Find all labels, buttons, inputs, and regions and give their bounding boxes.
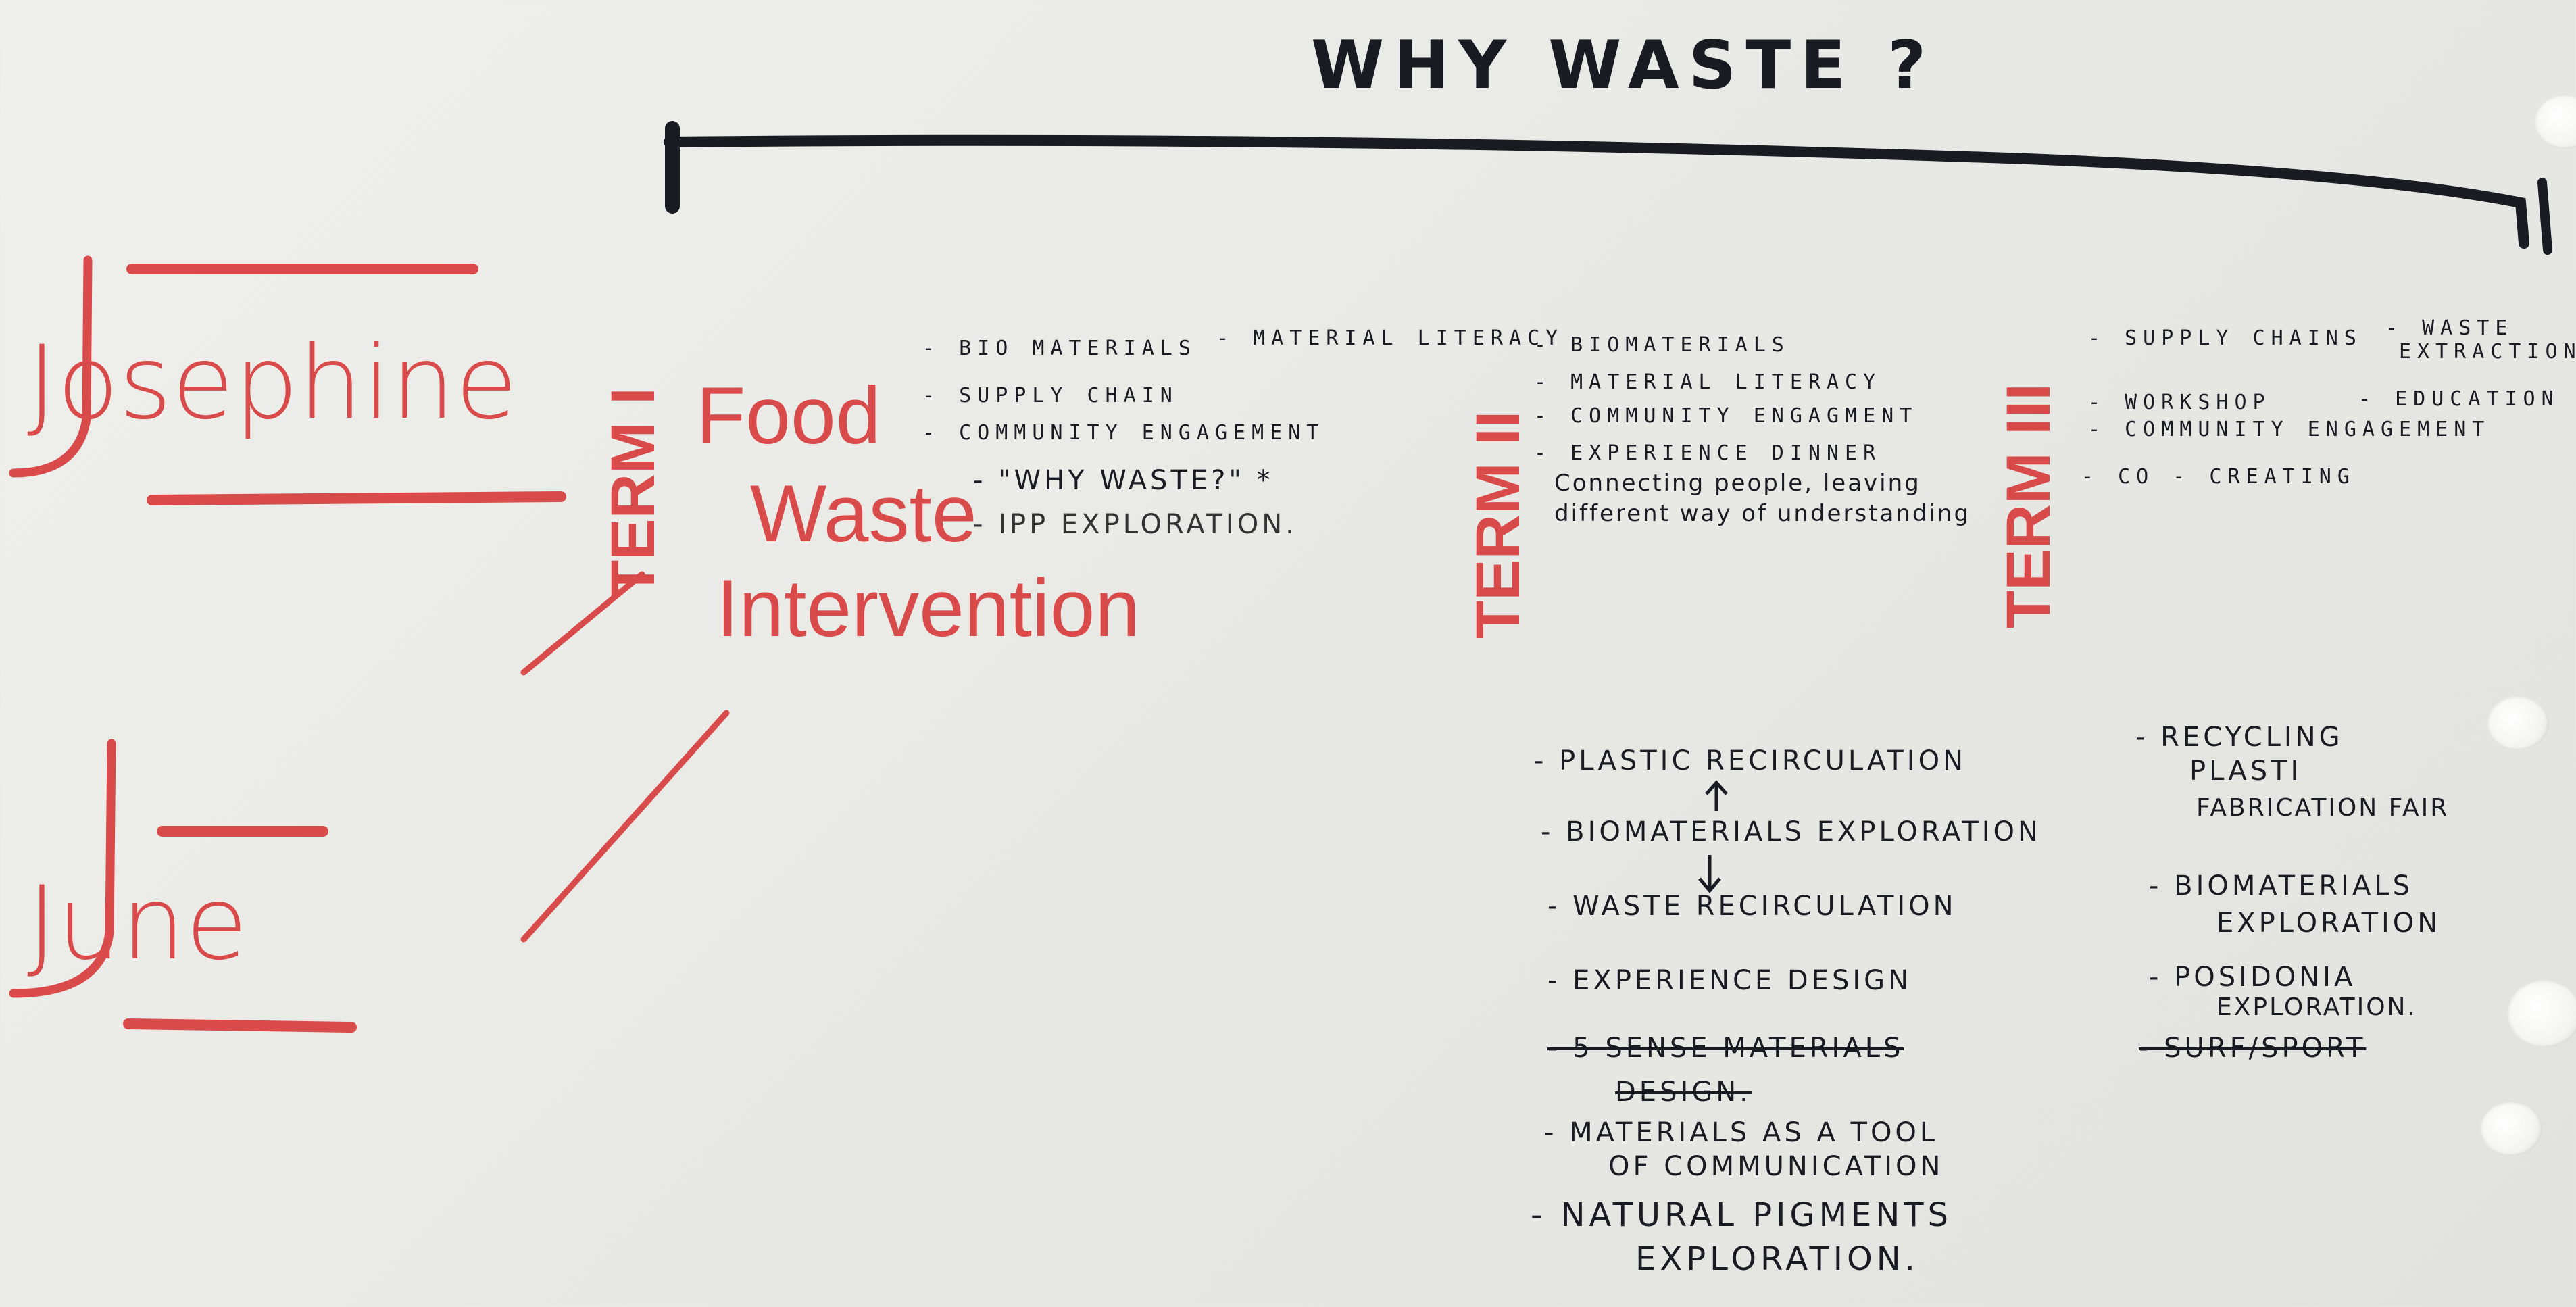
note-item: - MATERIAL LITERACY [1216,326,1564,350]
june-note-item-struck: - 5 SENSE MATERIALS [1547,1033,1904,1064]
project-title-line: Intervention [716,563,1141,654]
note-item: - EXPERIENCE DINNER [1534,441,1882,465]
june-note-item: - BIOMATERIALS [2149,870,2413,902]
note-item: - COMMUNITY ENGAGEMENT [922,421,1325,445]
june-note-item: OF COMMUNICATION [1608,1151,1944,1182]
person-name-josephine: Josephine [27,324,518,442]
note-item: - WORKSHOP [2088,391,2271,414]
note-item: - IPP EXPLORATION. [973,509,1297,540]
june-note-item: - EXPERIENCE DESIGN [1547,965,1912,996]
june-note-item-struck: DESIGN. [1615,1077,1752,1108]
june-note-item: - POSIDONIA [2149,962,2356,993]
term-label-1: TERM I [599,387,668,598]
note-item: - SUPPLY CHAIN [922,384,1179,408]
note-item: - EDUCATION [2358,387,2560,411]
june-note-item: EXPLORATION. [2216,993,2417,1021]
project-title-line: Waste [750,468,977,559]
binder-hole [2487,696,2549,750]
june-note-item: EXPLORATION. [1635,1240,1919,1278]
june-note-item: - RECYCLING [2135,722,2344,753]
note-item: different way of understanding [1554,500,1971,527]
note-item: EXTRACTION [2399,340,2576,364]
project-title-line: Food [696,370,881,461]
note-item: - WASTE [2385,316,2514,340]
june-note-item: EXPLORATION [2216,908,2442,939]
june-note-item: - PLASTIC RECIRCULATION [1534,745,1966,776]
note-item: - BIOMATERIALS [1534,333,1790,357]
note-item: - COMMUNITY ENGAGEMENT [2088,418,2491,441]
note-item: - COMMUNITY ENGAGMENT [1534,404,1918,428]
note-item: Connecting people, leaving [1554,470,1921,497]
page-title: WHY WASTE ? [1311,27,1936,104]
person-name-june: June [27,865,248,983]
note-item: - BIO MATERIALS [922,337,1197,360]
term-label-3: TERM III [1994,383,2063,628]
june-note-item: - WASTE RECIRCULATION [1547,891,1957,922]
june-note-item: - BIOMATERIALS EXPLORATION [1541,816,2041,847]
binder-hole [2507,980,2576,1047]
note-item: - "WHY WASTE?" * [973,465,1274,496]
june-note-item-struck: - SURF/SPORT [2139,1033,2367,1064]
note-item: - SUPPLY CHAINS [2088,326,2362,350]
june-note-item: - NATURAL PIGMENTS [1531,1196,1953,1234]
term-label-2: TERM II [1464,410,1533,639]
june-note-item: - MATERIALS AS A TOOL [1544,1117,1939,1148]
note-item: - MATERIAL LITERACY [1534,370,1882,394]
june-note-item: PLASTI [2189,756,2302,787]
note-item: - CO - CREATING [2081,465,2356,489]
june-note-item: FABRICATION FAIR [2196,794,2450,822]
binder-hole [2480,1102,2542,1156]
